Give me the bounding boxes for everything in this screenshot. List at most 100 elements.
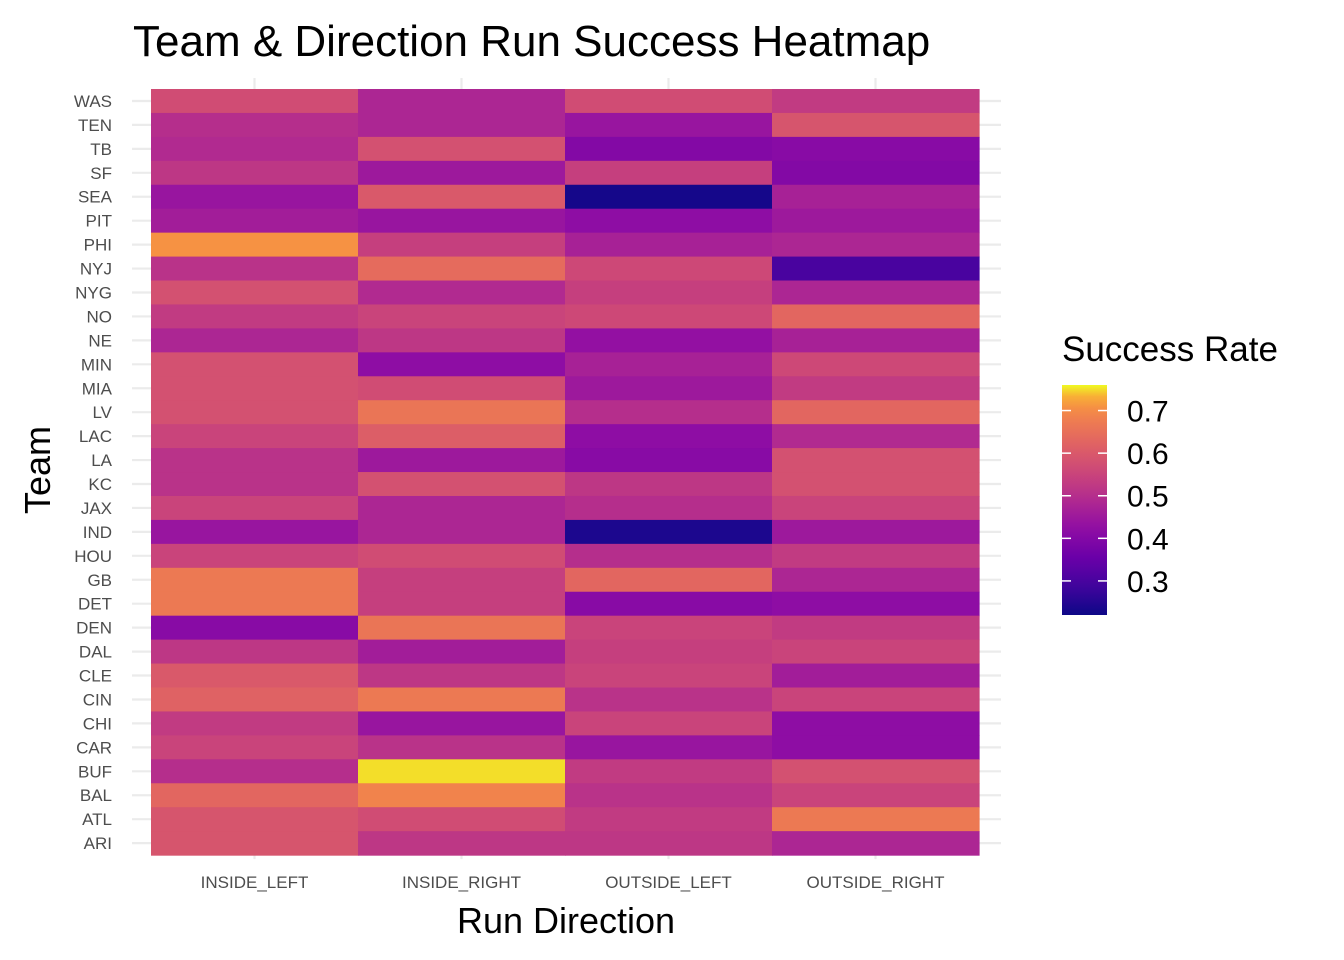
heatmap-cell-dal-outside-left: [565, 639, 773, 665]
chart-title: Team & Direction Run Success Heatmap: [133, 17, 930, 66]
heatmap-cell-ind-inside-right: [358, 519, 566, 545]
heatmap-cell-pit-outside-right: [772, 208, 980, 234]
y-tick-label: BAL: [80, 786, 112, 805]
heatmap-cell-sf-outside-right: [772, 160, 980, 186]
heatmap-cell-ind-outside-left: [565, 519, 773, 545]
heatmap-cell-sea-outside-right: [772, 184, 980, 210]
y-tick-label: NYJ: [80, 260, 112, 279]
heatmap-cell-phi-outside-left: [565, 232, 773, 258]
legend-tick-label: 0.7: [1127, 396, 1169, 429]
y-tick-label: BUF: [78, 762, 112, 781]
heatmap-cell-cin-inside-right: [358, 687, 566, 713]
heatmap-cell-ari-outside-left: [565, 831, 773, 856]
heatmap-cell-ne-outside-left: [565, 328, 773, 353]
heatmap-cell-bal-inside-right: [358, 783, 566, 808]
y-tick-label: LV: [92, 403, 112, 422]
y-tick-label: WAS: [74, 92, 112, 111]
heatmap-cell-hou-inside-left: [151, 543, 359, 569]
heatmap-cell-buf-inside-left: [151, 759, 359, 784]
heatmap-cell-nyj-inside-right: [358, 256, 566, 282]
heatmap-cell-sf-inside-left: [151, 160, 359, 186]
heatmap-cell-phi-outside-right: [772, 232, 980, 258]
heatmap-cell-sea-outside-left: [565, 184, 773, 210]
heatmap-cell-atl-outside-left: [565, 807, 773, 832]
legend-tick-label: 0.5: [1127, 481, 1169, 514]
heatmap-cell-ari-outside-right: [772, 831, 980, 856]
heatmap-cell-buf-outside-left: [565, 759, 773, 784]
heatmap-cell-kc-outside-left: [565, 472, 773, 497]
heatmap-cell-ind-outside-right: [772, 519, 980, 545]
heatmap-cell-cle-inside-right: [358, 663, 566, 689]
heatmap-cell-lac-outside-left: [565, 424, 773, 449]
x-axis-title: Run Direction: [457, 900, 675, 941]
heatmap-cell-was-inside-left: [151, 89, 359, 114]
heatmap-cell-dal-inside-right: [358, 639, 566, 665]
heatmap-cell-tb-outside-right: [772, 136, 980, 162]
y-tick-label: PIT: [86, 212, 112, 231]
heatmap-cell-atl-inside-right: [358, 807, 566, 832]
heatmap-cell-tb-inside-right: [358, 136, 566, 162]
heatmap-cell-lac-inside-right: [358, 424, 566, 449]
heatmap-cell-den-outside-right: [772, 615, 980, 641]
legend-tick-label: 0.4: [1127, 523, 1169, 556]
x-tick-label: OUTSIDE_LEFT: [605, 873, 732, 892]
heatmap-cell-lv-outside-left: [565, 400, 773, 425]
y-tick-label: MIN: [81, 355, 112, 374]
y-tick-label: CIN: [83, 690, 112, 709]
heatmap-cell-hou-inside-right: [358, 543, 566, 569]
legend-ticks: 0.3 0.4 0.5 0.6 0.7: [1062, 396, 1169, 599]
heatmap-cell-bal-outside-right: [772, 783, 980, 808]
heatmap-cell-kc-inside-right: [358, 472, 566, 497]
heatmap-cell-car-outside-left: [565, 735, 773, 760]
heatmap-cell-sf-outside-left: [565, 160, 773, 186]
y-tick-label: NYG: [75, 283, 112, 302]
heatmap-cell-ind-inside-left: [151, 519, 359, 545]
y-tick-label: GB: [87, 571, 112, 590]
heatmap-cell-det-outside-right: [772, 591, 980, 617]
heatmap-cell-la-outside-right: [772, 448, 980, 473]
heatmap-cell-cin-outside-right: [772, 687, 980, 713]
heatmap-cell-den-inside-left: [151, 615, 359, 641]
heatmap-cell-la-inside-right: [358, 448, 566, 473]
heatmap-cell-chi-outside-left: [565, 711, 773, 736]
heatmap-cell-cin-inside-left: [151, 687, 359, 713]
y-tick-label: CHI: [83, 714, 112, 733]
heatmap-cell-car-inside-left: [151, 735, 359, 760]
y-tick-label: SF: [90, 164, 112, 183]
y-axis-ticks: WASTENTBSFSEAPITPHINYJNYGNONEMINMIALVLAC…: [74, 92, 113, 853]
heatmap-cell-ten-outside-right: [772, 112, 980, 138]
heatmap-cell-jax-outside-left: [565, 495, 773, 521]
color-legend: Success Rate 0.3 0.4 0.5 0.6 0.7: [1062, 330, 1278, 615]
heatmap-cell-pit-inside-left: [151, 208, 359, 234]
heatmap-cell-det-outside-left: [565, 591, 773, 617]
y-tick-label: CAR: [76, 738, 112, 757]
heatmap-cell-lv-inside-left: [151, 400, 359, 425]
heatmap-cell-den-outside-left: [565, 615, 773, 641]
y-tick-label: JAX: [81, 499, 112, 518]
heatmap-cell-jax-outside-right: [772, 495, 980, 521]
y-tick-label: SEA: [78, 188, 113, 207]
legend-title: Success Rate: [1062, 330, 1278, 369]
heatmap-cell-no-inside-left: [151, 304, 359, 329]
heatmap-cell-dal-inside-left: [151, 639, 359, 665]
heatmap-cell-pit-inside-right: [358, 208, 566, 234]
heatmap-cell-lac-outside-right: [772, 424, 980, 449]
heatmap-cell-kc-outside-right: [772, 472, 980, 497]
x-tick-label: OUTSIDE_RIGHT: [807, 873, 945, 892]
heatmap-cell-det-inside-left: [151, 591, 359, 617]
heatmap-cell-buf-outside-right: [772, 759, 980, 784]
y-tick-label: NO: [87, 307, 113, 326]
heatmap-cell-ari-inside-left: [151, 831, 359, 856]
y-tick-label: IND: [83, 523, 112, 542]
heatmap-cell-ten-outside-left: [565, 112, 773, 138]
heatmap-cells: [151, 89, 980, 856]
heatmap-cell-cle-outside-left: [565, 663, 773, 689]
heatmap-cell-mia-inside-left: [151, 376, 359, 401]
heatmap-cell-ne-inside-left: [151, 328, 359, 353]
y-tick-label: CLE: [79, 667, 112, 686]
heatmap-cell-dal-outside-right: [772, 639, 980, 665]
heatmap-cell-nyj-outside-left: [565, 256, 773, 282]
heatmap-cell-la-outside-left: [565, 448, 773, 473]
heatmap-cell-lv-inside-right: [358, 400, 566, 425]
